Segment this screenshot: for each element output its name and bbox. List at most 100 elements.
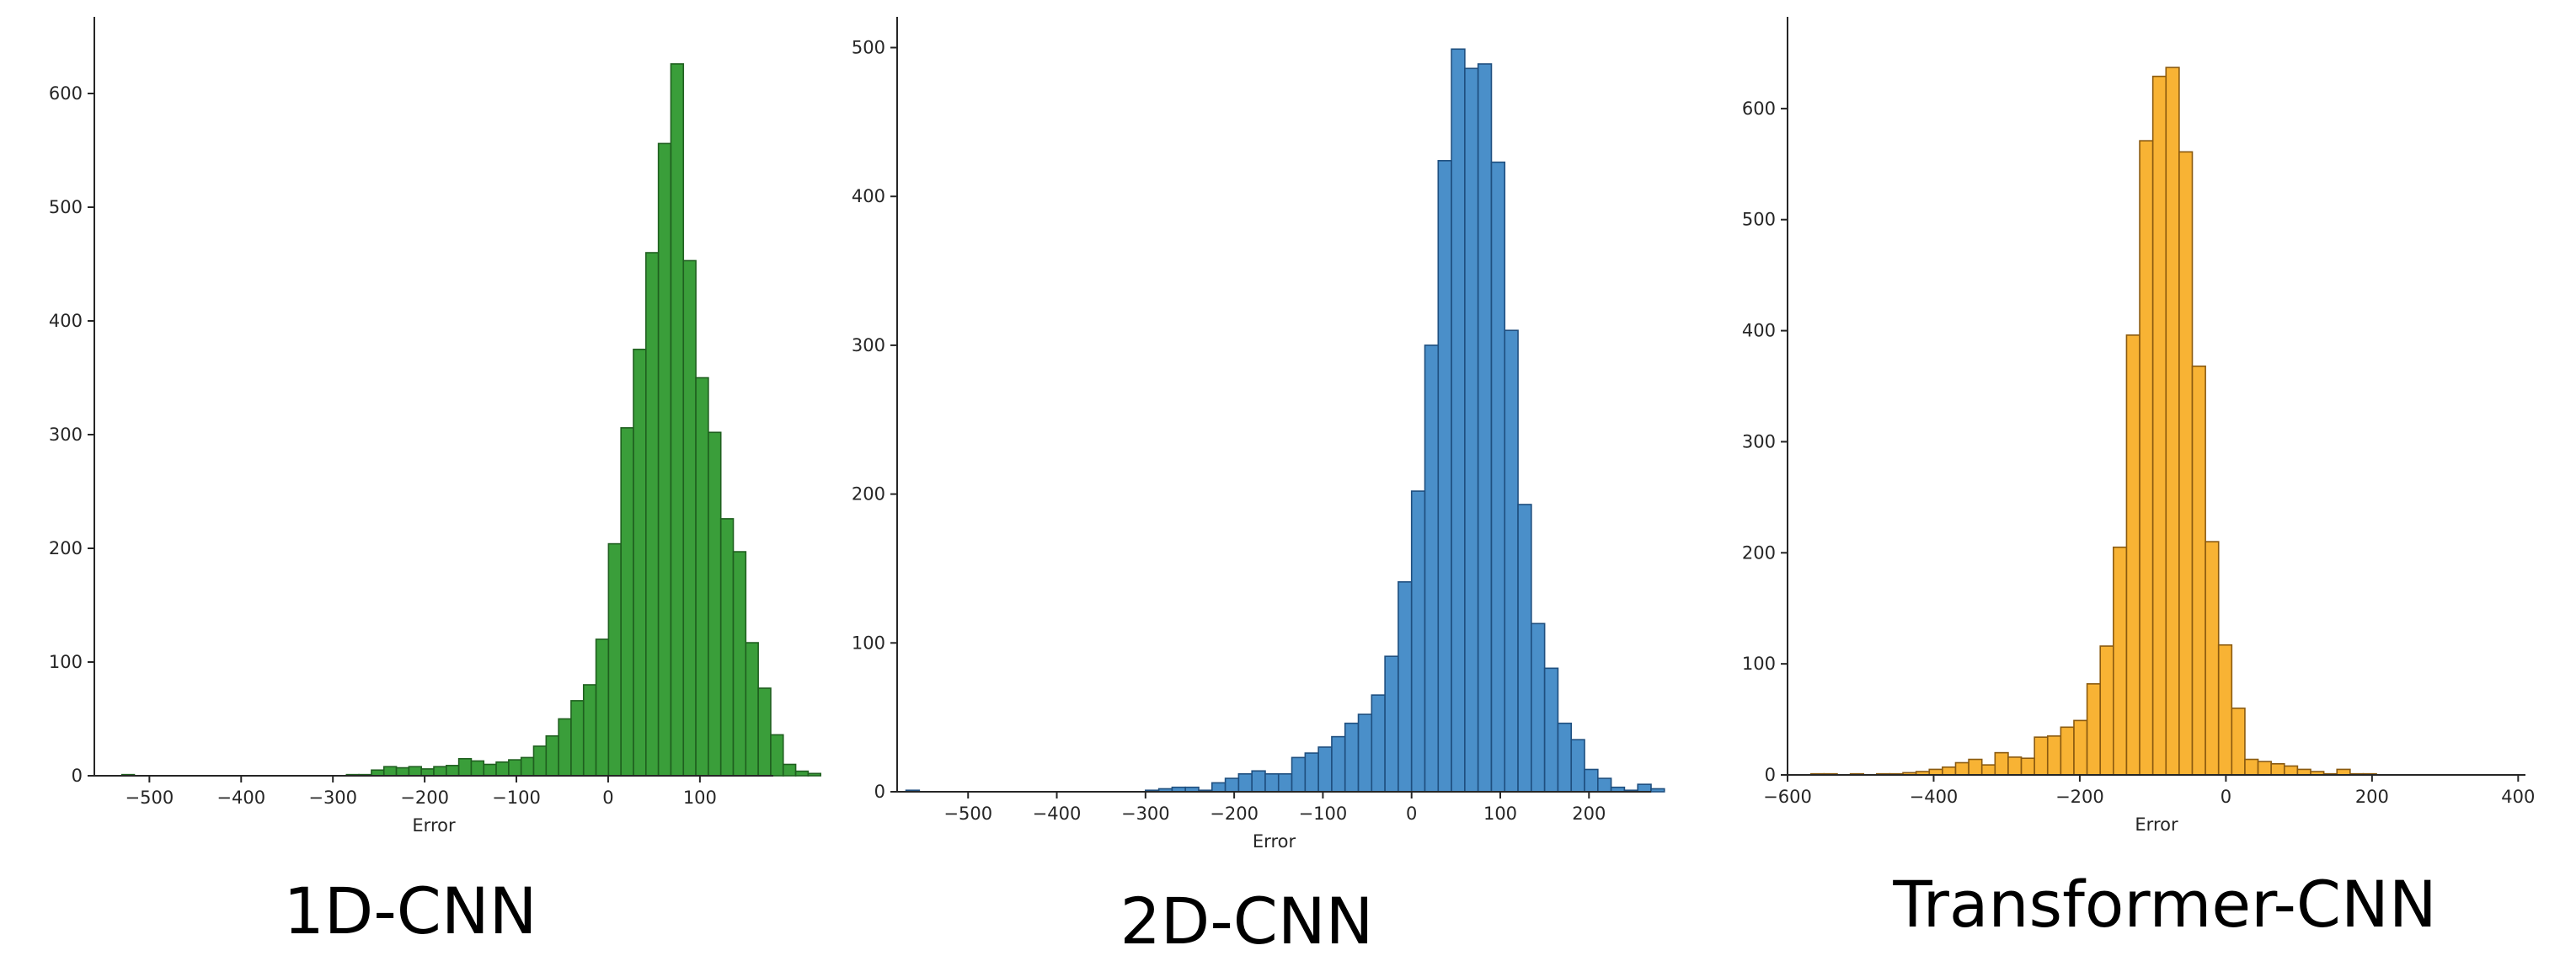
histogram-bar xyxy=(457,757,473,777)
histogram-bar xyxy=(1224,777,1240,793)
x-tick-label: −300 xyxy=(308,788,357,808)
histogram-bar xyxy=(682,259,697,777)
histogram-bar xyxy=(1980,764,1996,776)
histogram-bar xyxy=(1942,766,1957,776)
histogram-bar xyxy=(2099,645,2114,776)
histogram-bar xyxy=(1517,504,1532,793)
histogram-bar xyxy=(1424,344,1440,793)
histogram-bar xyxy=(708,431,722,777)
histogram-bar xyxy=(1570,739,1585,793)
y-tick-label: 500 xyxy=(852,38,885,58)
histogram-bar xyxy=(382,766,398,777)
histogram-bar xyxy=(395,766,410,777)
x-tick-label: −500 xyxy=(126,788,174,808)
x-tick-label: −300 xyxy=(1121,804,1170,824)
x-tick-label: −100 xyxy=(1299,804,1348,824)
histogram-bar xyxy=(1211,782,1227,793)
histogram-bar xyxy=(495,761,510,777)
histogram-bar xyxy=(1398,581,1413,793)
histogram-bar xyxy=(446,765,460,777)
histogram-bar xyxy=(508,759,522,777)
histogram-bar xyxy=(582,684,597,777)
y-tick-label: 200 xyxy=(1742,542,1776,563)
histogram-bar xyxy=(2125,334,2140,776)
histogram-bar xyxy=(807,772,822,777)
chart-title: 2D-CNN xyxy=(1120,884,1373,956)
histogram-bar xyxy=(483,763,497,777)
histogram-bar xyxy=(570,700,585,777)
histogram-bar xyxy=(558,718,572,777)
histogram-bar xyxy=(782,763,797,777)
histogram-bar xyxy=(2270,763,2285,776)
histogram-bar xyxy=(520,756,535,777)
x-tick-label: −200 xyxy=(2055,787,2104,807)
chart-title: Transformer-CNN xyxy=(1892,867,2436,942)
histogram-bar xyxy=(2178,151,2194,776)
histogram-bar xyxy=(719,518,735,777)
y-tick-label: 500 xyxy=(1742,210,1776,230)
histogram-panel-3: 0 100 200 300 400 500 600 −600 −400 −200 0 200 400 Er… xyxy=(1742,17,2535,942)
histogram-bar xyxy=(2283,765,2299,776)
x-tick-label: −200 xyxy=(1210,804,1259,824)
chart-title: 1D-CNN xyxy=(283,873,537,948)
x-tick-label: −100 xyxy=(492,788,541,808)
x-tick-label: 100 xyxy=(683,788,717,808)
x-tick-label: −400 xyxy=(216,788,265,808)
x-axis-label: Error xyxy=(412,815,456,836)
y-tick-label: 0 xyxy=(1765,765,1776,785)
y-tick-label: 500 xyxy=(49,197,83,217)
x-tick-label: −600 xyxy=(1763,787,1812,807)
histogram-bar xyxy=(657,142,672,777)
histogram-bar xyxy=(732,551,747,777)
histogram-bar xyxy=(670,63,685,777)
y-tick-label: 300 xyxy=(49,425,83,445)
histogram-panel-2: 0 100 200 300 400 500 −500 −400 −300 −200 −100 0 100… xyxy=(852,17,1665,956)
histogram-bar xyxy=(1954,761,1969,776)
histogram-bar xyxy=(2257,761,2272,776)
histogram-bar xyxy=(1650,788,1665,793)
histogram-bar xyxy=(757,687,772,777)
histogram-bar xyxy=(1464,67,1479,793)
histogram-bar xyxy=(645,252,660,777)
x-tick-label: −400 xyxy=(1910,787,1959,807)
y-tick-label: 200 xyxy=(852,484,885,505)
histogram-bar xyxy=(433,766,447,777)
histogram-bar xyxy=(470,760,485,777)
y-tick-label: 100 xyxy=(852,633,885,653)
histogram-bar xyxy=(607,542,622,777)
histogram-bar xyxy=(408,766,422,777)
histogram-bar xyxy=(2020,757,2035,776)
histogram-bar xyxy=(1331,735,1346,793)
y-tick-label: 0 xyxy=(72,766,83,786)
histogram-bar xyxy=(1437,160,1452,793)
histogram-bar xyxy=(633,348,647,777)
x-tick-label: −500 xyxy=(943,804,992,824)
histogram-bar xyxy=(2060,726,2075,776)
y-tick-label: 200 xyxy=(49,538,83,558)
histogram-bar xyxy=(1264,772,1280,793)
histogram-bar xyxy=(1968,758,1983,776)
y-tick-label: 400 xyxy=(1742,321,1776,341)
x-axis-label: Error xyxy=(1253,831,1296,852)
histogram-bar xyxy=(1637,783,1652,793)
histogram-bar xyxy=(620,427,634,777)
histogram-bar xyxy=(1304,752,1319,793)
x-tick-label: 0 xyxy=(602,788,613,808)
histogram-bar xyxy=(1490,161,1506,793)
histogram-bar xyxy=(1344,722,1360,793)
histogram-bar xyxy=(1584,768,1599,793)
y-tick-label: 300 xyxy=(1742,431,1776,451)
histogram-bar xyxy=(545,734,559,777)
histogram-bar xyxy=(2165,67,2180,776)
x-tick-label: 0 xyxy=(2221,787,2231,807)
histogram-bar xyxy=(695,377,709,777)
histogram-bar xyxy=(1543,667,1559,793)
histogram-bar xyxy=(2191,365,2206,776)
histogram-bar xyxy=(1597,777,1612,793)
histogram-bar xyxy=(1410,490,1426,793)
x-tick-label: 200 xyxy=(1572,804,1606,824)
histogram-bar xyxy=(1291,756,1307,793)
x-tick-label: 100 xyxy=(1483,804,1517,824)
histogram-bar xyxy=(2034,736,2049,776)
x-tick-label: −400 xyxy=(1033,804,1082,824)
